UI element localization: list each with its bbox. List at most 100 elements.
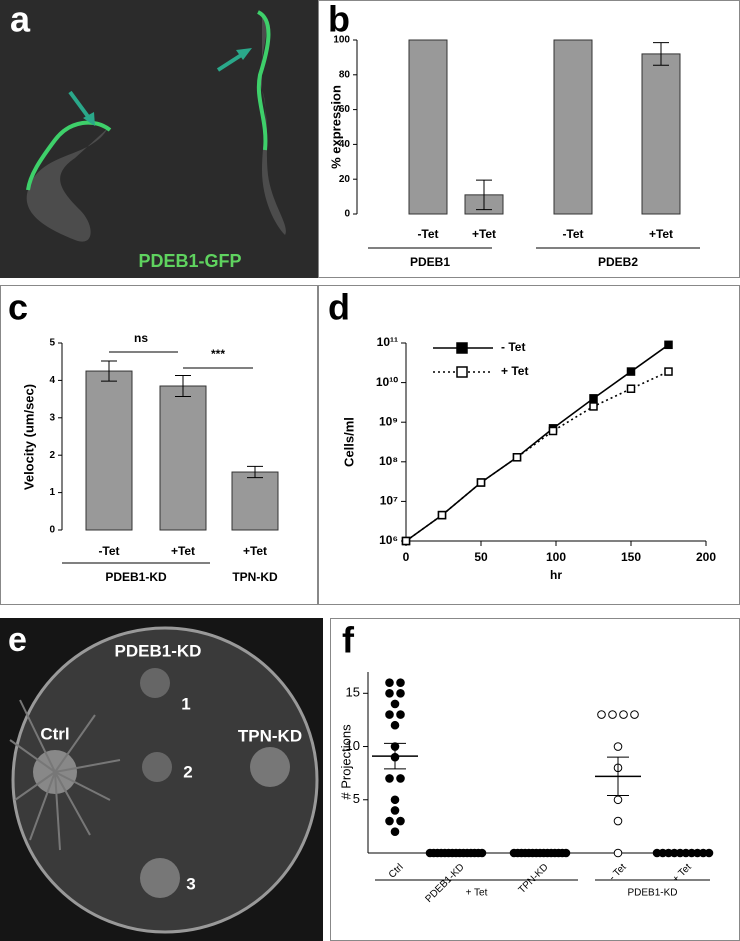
data-point [390,827,400,837]
data-point [613,742,623,751]
bar [231,471,279,531]
data-point [396,710,405,719]
data-point [613,816,623,826]
panel-letter: e [8,621,27,659]
sem-bar [607,756,629,797]
marker [589,402,598,411]
data-point [613,848,623,858]
panel-letter: a [10,0,31,40]
group-label: PDEB1-KD [105,570,167,584]
x-tick-label: 150 [621,550,641,564]
x-tick-label: 50 [474,550,488,564]
projections [9,699,121,851]
data-point [396,774,405,783]
marker [512,453,522,462]
y-tick-label: 0 [344,209,350,220]
flagellum [256,10,271,151]
error-bar [653,42,669,66]
legend-marker [456,366,468,378]
photo-label: 1 [181,694,190,713]
chart: d Cells/ml 10⁶ 10⁷ 10⁸ 10⁹ 10¹⁰ 10¹¹ 0 50 100 150 20… [328,287,716,583]
x-tick-label: -Tet [562,227,583,241]
data-point [385,678,394,687]
x-tick-label: +Tet [243,544,267,558]
panel-frame [0,285,318,605]
x-tick-label: +Tet [171,544,195,558]
y-tick-label: 10⁹ [379,414,398,428]
data-point [385,710,394,719]
panel-letter: d [328,287,350,328]
arrow-head [236,48,252,60]
photo-label: PDEB1-KD [115,641,202,660]
colony [142,752,172,782]
group-label: + Tet [466,888,488,899]
y-tick-label: 5 [49,338,55,349]
data-point [396,816,405,826]
y-tick-label: 3 [49,412,55,423]
y-tick-label: 2 [49,450,55,461]
group-label: TPN-KD [232,570,278,584]
data-point [630,710,639,719]
y-axis-label: % expression [328,85,343,169]
bar [85,370,133,531]
y-tick-label: 5 [353,791,360,806]
marker [664,340,673,350]
data-point [385,774,394,783]
y-tick-label: 4 [49,375,55,386]
bar [553,39,593,215]
group-label: PDEB2 [598,255,638,269]
error-bar [476,179,492,211]
photo-background [0,0,318,278]
sem-bar [384,742,406,770]
cell-body [26,128,108,242]
marker [476,478,486,487]
marker [664,367,673,376]
photo-label: 2 [183,762,192,781]
colony [140,858,180,898]
legend-marker [456,342,468,354]
colony [140,668,170,698]
error-bar [247,465,263,479]
data-point [396,678,405,687]
x-tick-label: +Tet [649,227,673,241]
y-tick-label: 0 [49,525,55,536]
arrow-head [83,112,95,126]
y-tick-label: 10⁸ [379,454,398,468]
panel-letter: f [342,620,355,661]
data-point [390,720,400,730]
data-point [597,710,606,719]
marker [548,426,558,436]
colony [250,747,290,787]
y-tick-label: 1 [49,487,55,498]
y-tick-label: 10¹⁰ [376,375,398,389]
data-point [385,816,394,826]
photo-label: TPN-KD [238,726,302,745]
y-tick-label: 60 [339,104,351,115]
legend-label: + Tet [501,364,528,378]
series-line [405,370,669,542]
flagellum [26,120,112,191]
group-label: PDEB1 [410,255,450,269]
y-axis-label: # Projections [338,724,353,800]
legend-label: - Tet [501,340,525,354]
x-tick-label: -Tet [417,227,438,241]
x-axis-label: hr [550,568,562,582]
data-point [390,806,400,815]
chart: b % expression 0 20 40 60 80 100 -Tet +Tet -Tet +Te… [328,0,700,269]
data-point [396,688,405,698]
marker [626,384,636,393]
data-point [385,688,394,698]
data-point [390,795,400,805]
y-tick-label: 100 [333,35,350,46]
cell-body [260,15,286,235]
marker [401,536,411,546]
x-tick-label: +Tet [472,227,496,241]
x-tick-label: 200 [696,550,716,564]
x-tick-label: -Tet [98,544,119,558]
bar [159,385,207,531]
y-axis-label: Velocity (um/sec) [21,384,36,490]
y-tick-label: 15 [346,685,360,700]
annotation: ns [134,331,148,345]
y-tick-label: 80 [339,69,351,80]
